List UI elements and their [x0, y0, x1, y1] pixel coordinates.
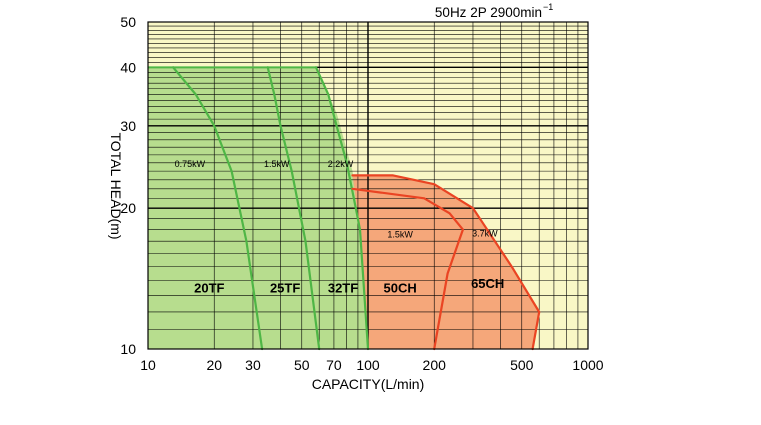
curve-50ch — [351, 187, 464, 351]
annotation-label: 20TF — [194, 281, 224, 296]
x-tick-label: 30 — [245, 357, 261, 373]
x-tick-label: 500 — [510, 357, 534, 373]
x-tick-label: 70 — [326, 357, 342, 373]
x-axis-ticks: 10 20 30 50 70 100 200 500 1000 — [140, 357, 604, 373]
x-tick-label: 50 — [294, 357, 310, 373]
curve-25tf — [266, 66, 321, 351]
curve-32tf — [314, 66, 370, 351]
chart-annotations: 0.75kW 1.5kW 2.2kW 20TF 25TF 32TF 1.5kW 50CH 3.7… — [175, 159, 505, 296]
x-tick-label: 200 — [423, 357, 447, 373]
curve-65ch — [351, 174, 541, 351]
y-tick-label: 40 — [120, 59, 136, 75]
annotation-label: 32TF — [328, 281, 358, 296]
x-tick-label: 100 — [356, 357, 380, 373]
series-curves — [148, 66, 541, 351]
curve-20tf — [172, 66, 264, 351]
annotation-label: 1.5kW — [264, 159, 290, 169]
y-tick-label: 20 — [120, 200, 136, 216]
annotation-label: 25TF — [270, 281, 300, 296]
grid-lines — [148, 22, 588, 349]
annotation-label: 3.7kW — [472, 228, 498, 238]
annotation-label: 0.75kW — [175, 159, 206, 169]
y-tick-label: 30 — [120, 118, 136, 134]
y-axis-ticks: 10 20 30 40 50 — [120, 14, 136, 357]
annotation-label: 1.5kW — [387, 230, 413, 240]
annotation-label: 50CH — [384, 281, 417, 296]
annotation-label: 2.2kW — [328, 159, 354, 169]
chart-title: 50Hz 2P 2900min — [435, 5, 542, 20]
annotation-label: 65CH — [471, 276, 504, 291]
x-tick-label: 20 — [206, 357, 222, 373]
x-axis-label: CAPACITY(L/min) — [312, 376, 425, 392]
x-tick-label: 1000 — [572, 357, 603, 373]
chart-title-superscript: −1 — [543, 2, 553, 12]
x-tick-label: 10 — [140, 357, 156, 373]
y-tick-label: 50 — [120, 14, 136, 30]
y-axis-label: TOTAL HEAD(m) — [108, 132, 124, 239]
plot-frame — [147, 21, 589, 350]
y-tick-label: 10 — [120, 341, 136, 357]
